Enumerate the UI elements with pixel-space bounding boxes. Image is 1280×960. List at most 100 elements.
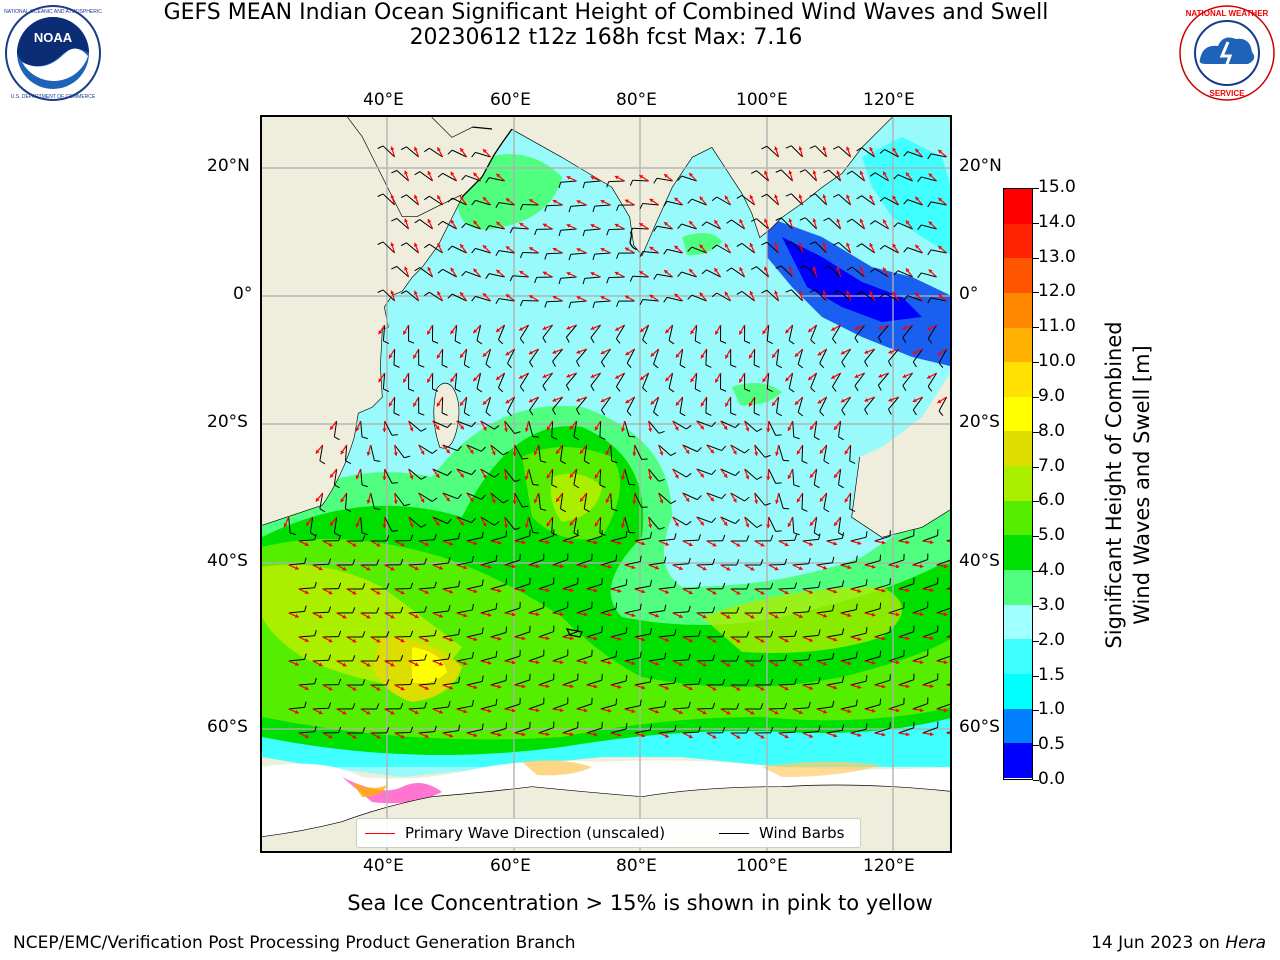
wind-barb-flag <box>677 223 682 229</box>
wind-barb <box>741 194 755 206</box>
wind-barb <box>753 396 756 414</box>
wind-barb-flag <box>776 364 783 369</box>
wind-barb-flag <box>810 339 816 345</box>
wind-barb-flag <box>590 385 595 392</box>
wave-direction-arrowhead <box>340 450 345 455</box>
wind-barb-flag <box>794 726 798 733</box>
wave-direction-arrowhead <box>788 218 793 223</box>
wind-barb-flag <box>756 428 763 432</box>
wind-barb <box>888 607 904 614</box>
wave-direction-arrowhead <box>905 684 910 689</box>
colorbar-tick-mark <box>1033 571 1039 573</box>
wave-direction-arrowhead <box>774 566 779 571</box>
wind-barb <box>463 396 468 413</box>
wind-barb <box>840 657 857 662</box>
wave-direction-arrowhead <box>760 734 765 739</box>
wind-barb <box>456 609 473 614</box>
wind-barb <box>442 268 457 278</box>
lat-tick-left: 20°S <box>207 412 248 432</box>
wind-barb <box>802 730 819 734</box>
wind-barb <box>490 444 504 456</box>
wind-barb-flag <box>414 267 421 272</box>
wind-barb-flag <box>481 675 484 682</box>
colorbar-tick-mark <box>1033 327 1039 329</box>
wave-direction-arrowhead <box>648 476 653 480</box>
wave-direction-arrowhead <box>328 542 333 547</box>
wind-barb <box>658 538 675 542</box>
colorbar-tick-label: 12.0 <box>1038 281 1076 302</box>
wind-barb-flag <box>362 631 366 638</box>
wave-direction-arrowhead <box>774 290 779 295</box>
wind-barb <box>522 251 539 254</box>
lon-tick-top: 80°E <box>616 90 657 110</box>
wave-direction-arrowhead <box>685 497 690 502</box>
wind-barb <box>696 611 713 614</box>
wind-barb-flag <box>418 364 425 368</box>
colorbar-tick-label: 8.0 <box>1038 420 1066 441</box>
wind-barb-flag <box>544 205 548 212</box>
wind-barb-flag <box>457 724 461 731</box>
wave-direction-arrowhead <box>749 402 753 407</box>
wind-barb-flag <box>687 246 693 252</box>
wind-barb <box>907 199 923 206</box>
wind-barb-flag <box>542 337 547 344</box>
wave-direction-arrowhead <box>685 449 690 454</box>
wave-direction-arrowhead <box>871 660 876 665</box>
wind-barb <box>475 295 491 302</box>
wind-barb <box>600 608 617 614</box>
wind-barb <box>528 703 544 710</box>
wind-barb <box>498 372 506 388</box>
wind-barb-flag <box>457 628 461 635</box>
wave-direction-arrowhead <box>614 175 619 180</box>
wind-barb-flag <box>674 581 677 588</box>
wind-barb <box>309 516 314 533</box>
wave-direction-arrowhead <box>819 497 824 502</box>
wind-barb-flag <box>856 291 862 296</box>
wind-barb-flag <box>481 494 486 500</box>
wind-barb <box>826 681 843 686</box>
wave-direction-arrowhead <box>524 523 529 528</box>
wind-barb <box>514 492 523 508</box>
wind-barb <box>854 324 866 339</box>
wave-direction-arrowhead <box>620 427 626 432</box>
wave-direction-arrowhead <box>427 219 432 224</box>
colorbar-tick-mark <box>1033 466 1039 468</box>
wind-barb-flag <box>391 265 397 270</box>
wind-barb <box>298 587 315 590</box>
wind-barb <box>730 492 745 502</box>
wave-direction-arrowhead <box>881 588 886 593</box>
wave-direction-arrowhead <box>352 542 357 547</box>
wind-barb-flag <box>696 447 702 452</box>
wind-barb-flag <box>854 385 859 392</box>
wave-direction-arrowhead <box>366 566 371 571</box>
wind-barb <box>586 679 603 686</box>
wave-direction-arrowhead <box>854 326 859 330</box>
wind-barb-flag <box>833 194 839 198</box>
wind-barb <box>691 294 707 302</box>
wind-barb-flag <box>424 195 430 201</box>
wind-barb-flag <box>879 149 885 154</box>
wind-barb <box>396 265 409 278</box>
wave-direction-arrowhead <box>535 564 540 569</box>
wave-direction-arrowhead <box>649 198 654 203</box>
wind-barb <box>653 348 660 365</box>
wave-direction-arrowhead <box>463 613 468 618</box>
wind-barb <box>504 559 521 566</box>
wave-direction-arrowhead <box>566 373 571 378</box>
wind-barb <box>590 372 602 386</box>
legend-wave-label: Primary Wave Direction (unscaled) <box>405 824 666 842</box>
wind-barb <box>463 348 468 365</box>
wind-barb-flag <box>720 388 727 392</box>
wind-barb <box>802 682 819 686</box>
wind-barb-flag <box>730 412 737 416</box>
wind-barb <box>694 324 698 341</box>
wind-barb-flag <box>649 532 652 539</box>
wind-barb <box>396 217 409 230</box>
wave-direction-arrowhead <box>393 452 398 456</box>
wind-barb <box>884 245 899 254</box>
wave-direction-arrowhead <box>915 148 920 153</box>
wind-barb-flag <box>832 604 835 611</box>
wind-barb-flag <box>746 679 750 686</box>
wind-barb <box>451 197 467 206</box>
wind-barb <box>514 444 523 460</box>
